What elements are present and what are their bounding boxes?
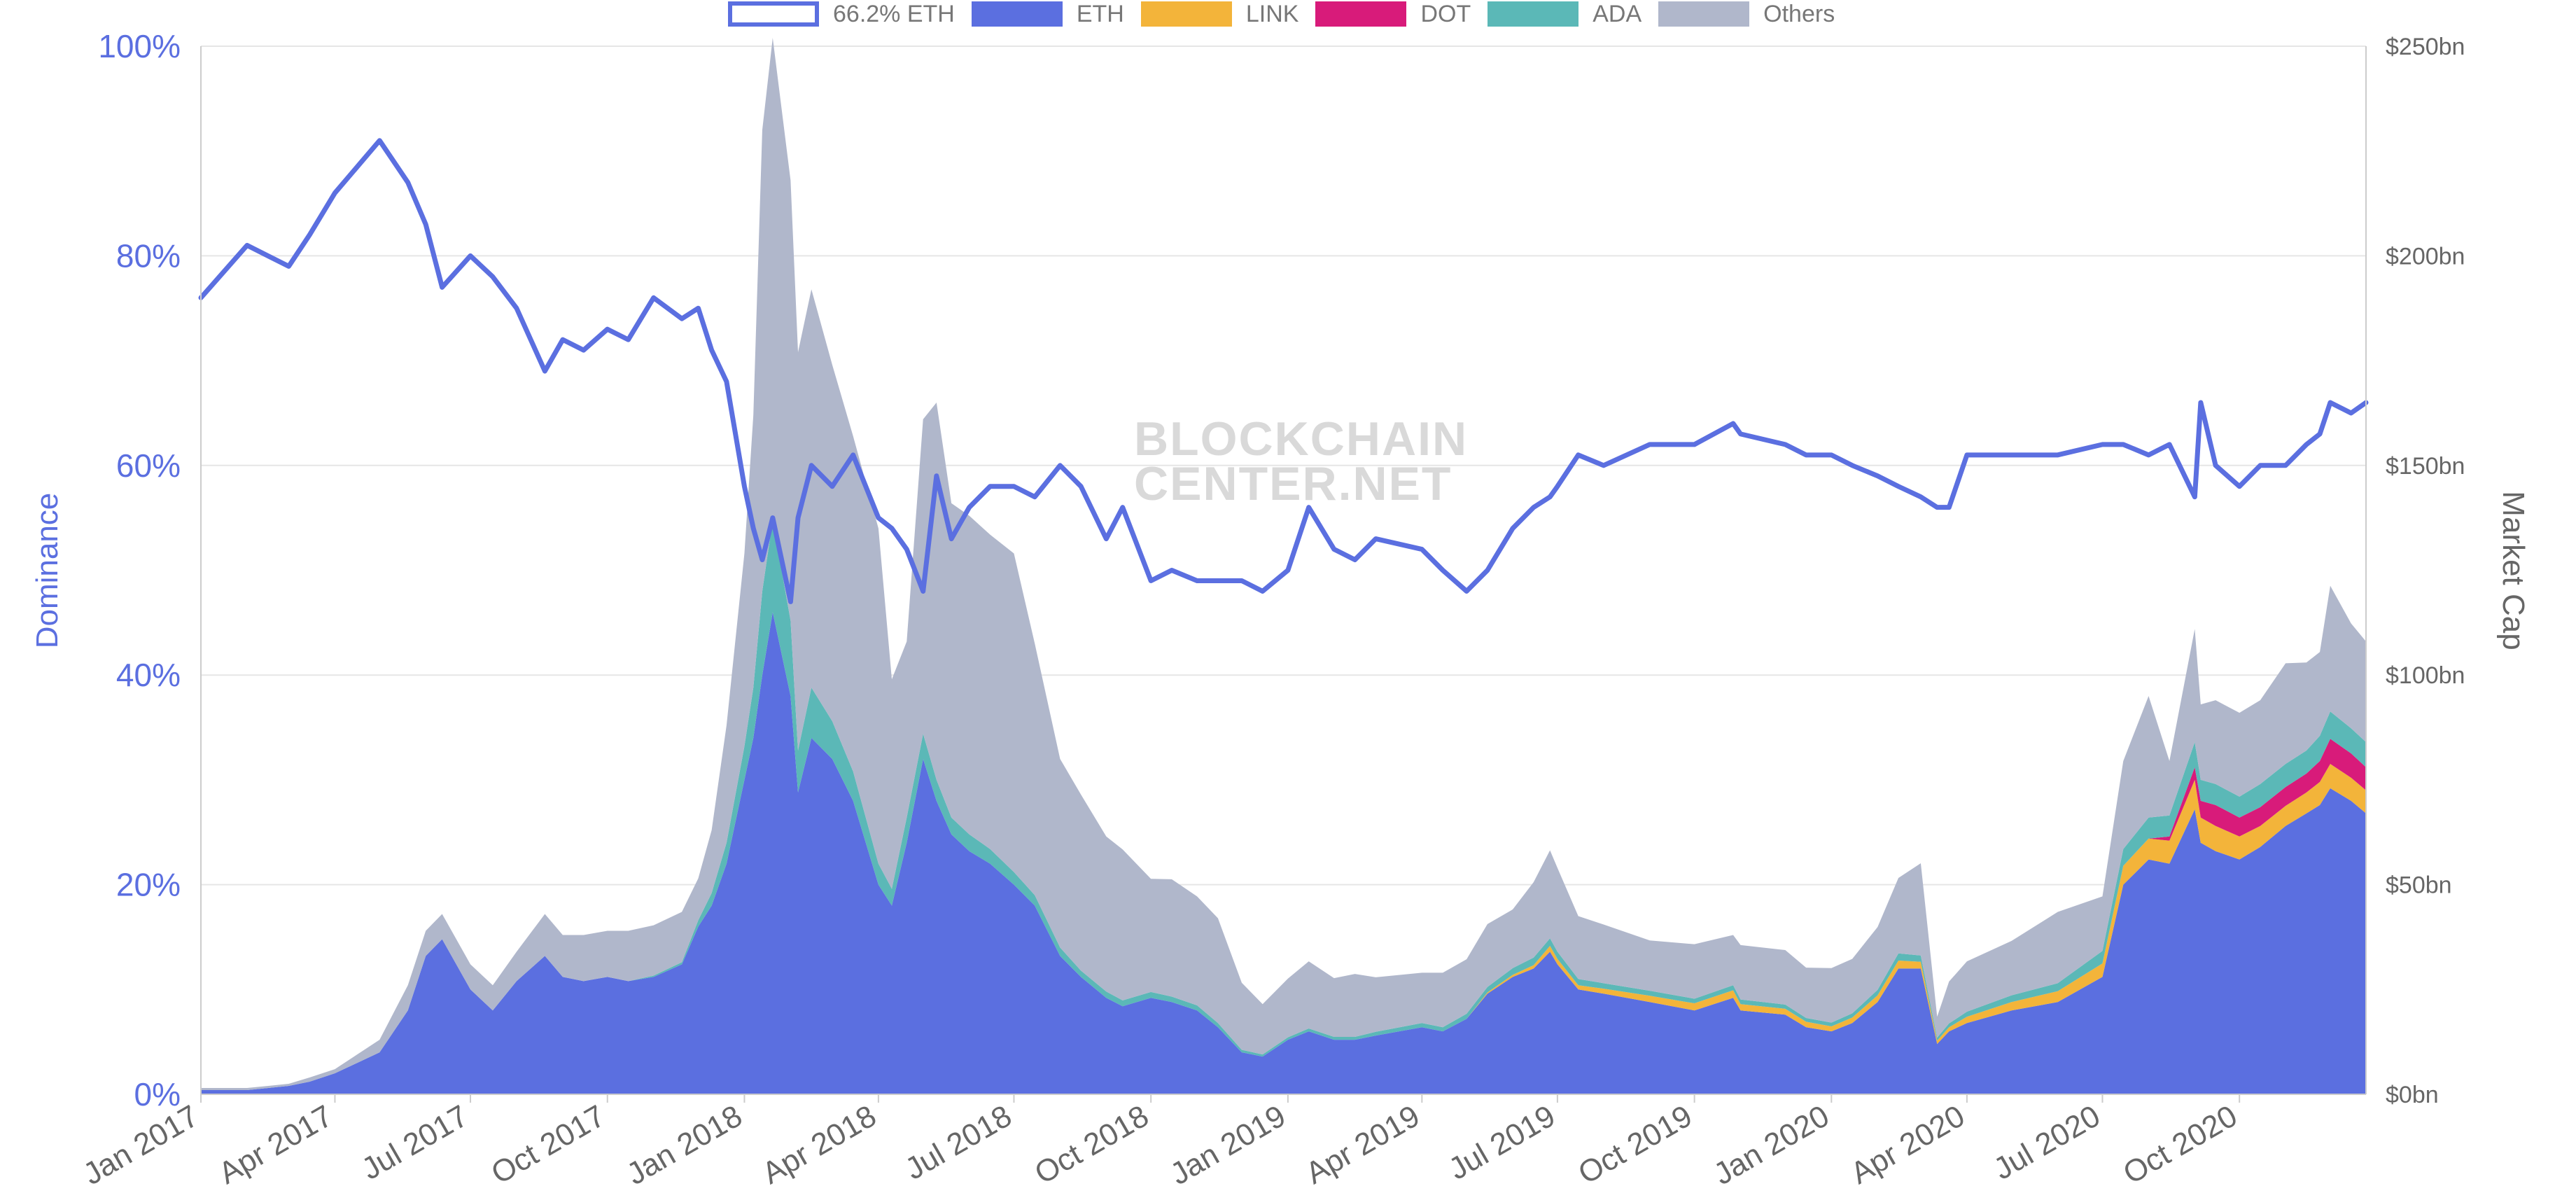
x-tick-label: Jan 2018 — [621, 1098, 748, 1192]
x-tick-label: Jan 2017 — [78, 1098, 204, 1192]
legend-swatch-link — [1140, 1, 1232, 27]
x-tick-label: Apr 2017 — [213, 1098, 338, 1191]
watermark-line-2: CENTER.NET — [1134, 457, 1452, 510]
stacked-market-cap-areas — [201, 38, 2366, 1094]
y-right-tick-label: $100bn — [2386, 662, 2465, 689]
legend-item-others[interactable]: Others — [1658, 1, 1835, 28]
x-tick-label: Apr 2019 — [1300, 1098, 1425, 1191]
x-tick-label: Jan 2019 — [1165, 1098, 1292, 1192]
y-right-axis-title: Market Cap — [2496, 491, 2530, 650]
y-right-tick-label: $150bn — [2386, 453, 2465, 480]
legend-item-eth[interactable]: ETH — [971, 0, 1124, 28]
legend-item-ada[interactable]: ADA — [1488, 1, 1642, 28]
x-tick-label: Jul 2019 — [1443, 1098, 1561, 1187]
y-left-tick-label: 20% — [116, 867, 181, 903]
y-left-tick-label: 100% — [98, 28, 181, 64]
y-right-tick-label: $0bn — [2386, 1082, 2439, 1108]
y-left-tick-label: 60% — [116, 447, 181, 484]
legend: 66.2% ETH ETH LINK DOT ADA Others — [728, 0, 1851, 28]
y-right-tick-label: $50bn — [2386, 872, 2452, 899]
x-tick-label: Oct 2017 — [486, 1098, 611, 1191]
watermark-line-1: BLOCKCHAIN — [1134, 412, 1469, 466]
legend-swatch-dot — [1315, 1, 1407, 27]
y-right-tick-label: $250bn — [2386, 34, 2465, 60]
y-left-tick-label: 0% — [134, 1076, 181, 1112]
legend-label: Others — [1763, 0, 1835, 27]
legend-label: DOT — [1420, 0, 1471, 27]
area-series-others — [201, 38, 2366, 1091]
legend-item-link[interactable]: LINK — [1140, 0, 1299, 28]
x-tick-label: Oct 2018 — [1029, 1098, 1154, 1191]
watermark: BLOCKCHAIN CENTER.NET — [1134, 412, 1469, 510]
x-tick-label: Apr 2020 — [1845, 1098, 1970, 1191]
y-left-tick-label: 80% — [116, 237, 181, 274]
legend-swatch-others — [1658, 1, 1750, 27]
legend-item-eth-dominance[interactable]: 66.2% ETH — [728, 1, 955, 28]
legend-label: 66.2% ETH — [833, 0, 955, 27]
x-tick-label: Jan 2020 — [1708, 1098, 1835, 1192]
x-tick-label: Jul 2020 — [1988, 1098, 2106, 1187]
line-series-eth-dominance — [198, 138, 2369, 604]
x-tick-label: Apr 2018 — [757, 1098, 882, 1191]
x-tick-label: Oct 2020 — [2118, 1098, 2243, 1191]
legend-label: ETH — [1076, 0, 1124, 27]
y-right-tick-label: $200bn — [2386, 243, 2465, 270]
legend-item-dot[interactable]: DOT — [1315, 1, 1471, 28]
x-tick-label: Jul 2017 — [356, 1098, 474, 1187]
x-tick-label: Oct 2019 — [1572, 1098, 1698, 1191]
area-series-eth — [201, 612, 2366, 1094]
x-tick-label: Jul 2018 — [899, 1098, 1018, 1187]
y-left-tick-label: 40% — [116, 657, 181, 693]
y-left-axis-title: Dominance — [30, 492, 64, 649]
dominance-line-layer — [198, 138, 2369, 604]
legend-swatch-eth-dominance — [728, 1, 819, 27]
legend-label: LINK — [1245, 0, 1299, 27]
legend-label: ADA — [1592, 0, 1642, 27]
legend-swatch-eth — [971, 1, 1063, 27]
legend-swatch-ada — [1488, 1, 1579, 27]
